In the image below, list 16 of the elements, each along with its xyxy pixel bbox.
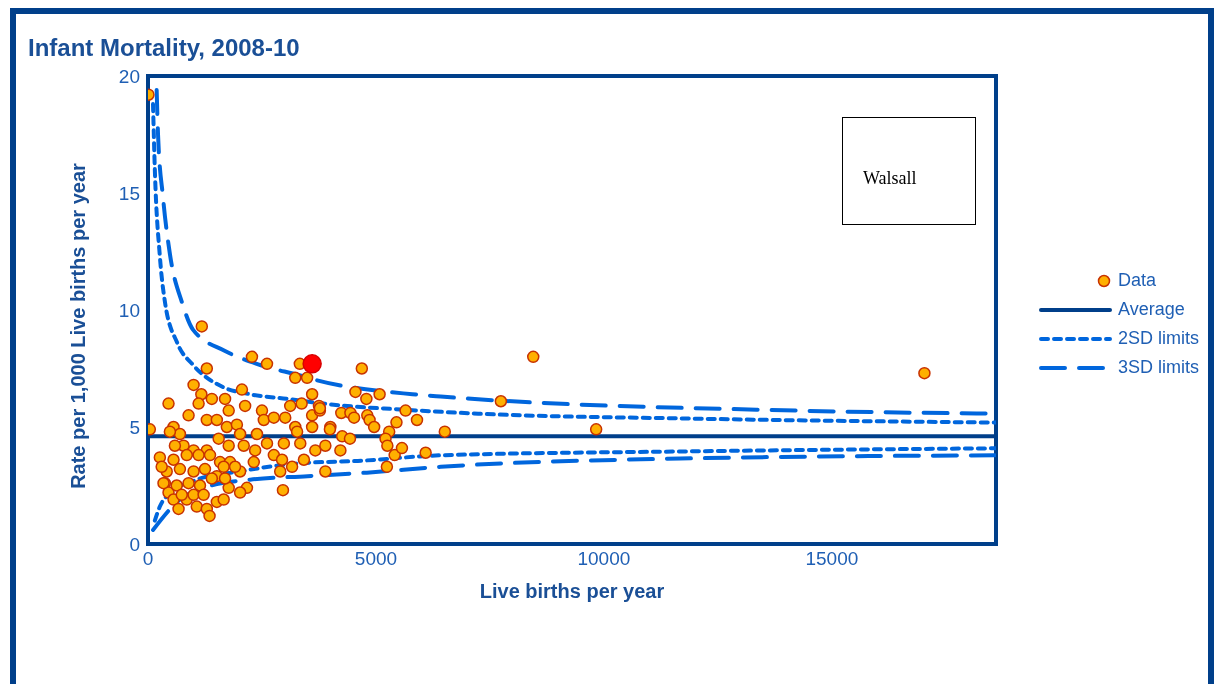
y-tick-label: 5 bbox=[129, 416, 140, 438]
legend-label: 3SD limits bbox=[1118, 357, 1200, 378]
y-tick-label: 15 bbox=[118, 182, 140, 204]
y-tick-label: 20 bbox=[118, 65, 140, 87]
y-tick-label: 0 bbox=[129, 533, 140, 555]
chart-title: Infant Mortality, 2008-10 bbox=[28, 34, 300, 62]
legend-label: Data bbox=[1118, 270, 1157, 291]
y-tick-label: 10 bbox=[118, 299, 140, 321]
legend-label: 2SD limits bbox=[1118, 328, 1200, 349]
x-tick-label: 5000 bbox=[354, 548, 398, 570]
x-tick-label: 10000 bbox=[577, 548, 631, 570]
annotation: Walsall bbox=[842, 117, 976, 225]
y-axis-title: Rate per 1,000 Live births per year bbox=[66, 163, 90, 489]
legend-label: Average bbox=[1118, 299, 1185, 320]
x-axis-title: Live births per year bbox=[479, 580, 665, 602]
x-tick-label: 15000 bbox=[805, 548, 859, 570]
